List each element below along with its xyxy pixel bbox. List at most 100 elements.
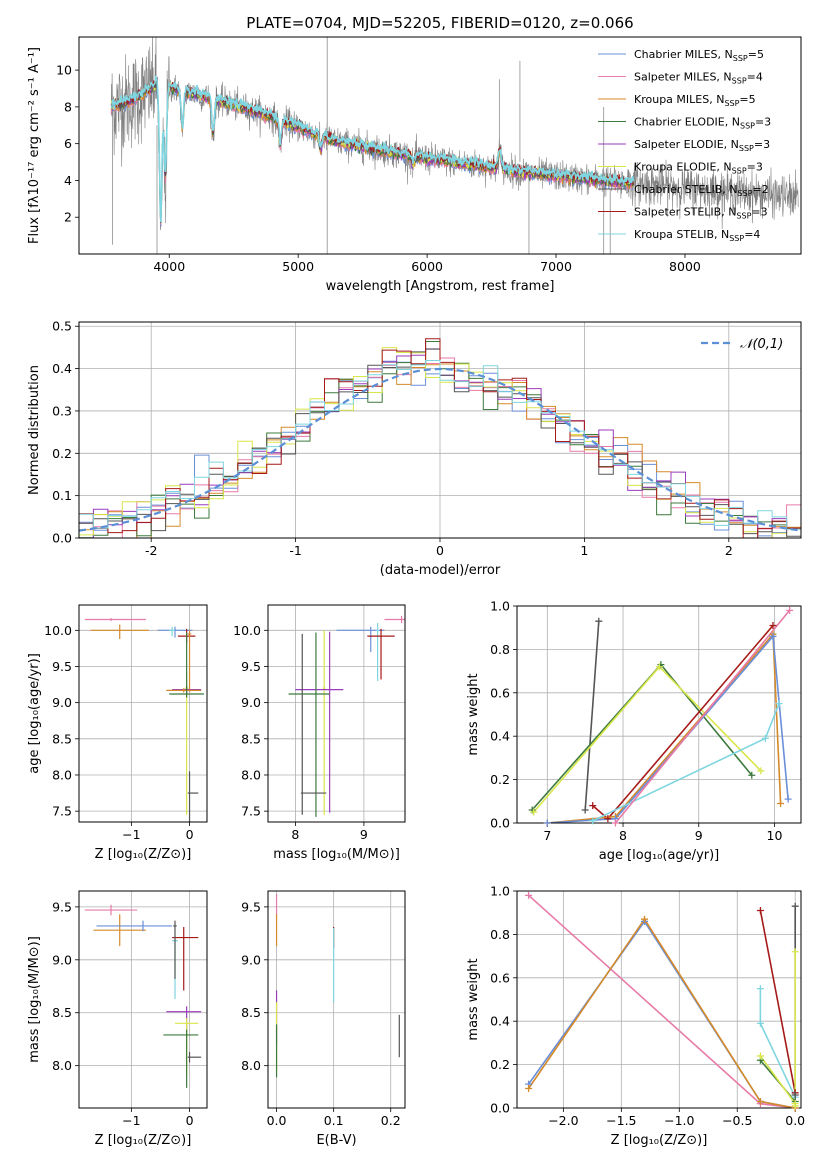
legend-subscript: SSP [732, 77, 747, 86]
legend-text: Chabrier STELIB, N [634, 183, 738, 196]
axes-ebv: 0.0 0.1 0.2 8.0 8.5 9.0 9.5 E(B-V) [241, 890, 406, 1148]
legend-text: Salpeter ELODIE, N [634, 138, 739, 151]
y-tick-label: 0.2 [490, 772, 510, 787]
y-tick-label: 6 [64, 136, 72, 151]
mass-weight-marker [530, 808, 538, 816]
mass-weight-marker [581, 806, 589, 814]
mass-weight-marker [791, 1091, 799, 1099]
x-tick-label: 4000 [153, 259, 185, 274]
y-tick-label: 9.5 [241, 899, 261, 914]
chart-title: PLATE=0704, MJD=52205, FIBERID=0120, z=0… [246, 14, 633, 32]
y-tick-label: 7.5 [241, 804, 261, 819]
mass-weight-marker [791, 1102, 799, 1110]
x-tick-label: -2 [145, 543, 157, 558]
y-tick-label: 2 [64, 210, 72, 225]
legend-text: Salpeter MILES, N [634, 71, 732, 84]
legend-subscript: SSP [740, 122, 755, 131]
y-tick-label: 9.0 [52, 952, 72, 967]
y-axis-label: age [log₁₀(age/yr)] [27, 653, 42, 774]
mass-weight-marker [525, 1084, 533, 1092]
y-tick-label: 8 [64, 99, 72, 114]
legend-subscript: SSP [736, 212, 751, 221]
legend-subscript: SSP [733, 54, 748, 63]
axes-zmass: −1 0 8.0 8.5 9.0 9.5 Z [log₁₀(Z/Z⊙)] mass [log₁… [27, 890, 208, 1148]
y-tick-label: 0.2 [52, 446, 72, 461]
legend-entry: Salpeter ELODIE, NSSP=3 [634, 138, 770, 153]
mass-weight-line [528, 894, 796, 1108]
axes-frame [267, 890, 406, 1109]
mass-weight-marker [786, 606, 794, 614]
mass-weight-marker [525, 891, 533, 899]
legend-value: =5 [739, 93, 755, 106]
legend-value: =4 [744, 228, 760, 241]
axes-mage: 8 9 7.5 8.0 8.5 9.0 9.5 10.0 mass [log₁₀(M/M⊙)] [233, 604, 406, 862]
y-axis-label: Normed distribution [27, 365, 42, 495]
residual-histogram-step [79, 360, 801, 538]
y-tick-label: 8.0 [241, 1058, 261, 1073]
mass-weight-marker [589, 817, 597, 825]
y-tick-label: 10.0 [233, 623, 261, 638]
y-tick-label: 0.4 [490, 729, 510, 744]
legend-value: =3 [751, 206, 767, 219]
legend-entry: Chabrier ELODIE, NSSP=3 [634, 116, 771, 131]
x-tick-label: 10 [767, 828, 783, 843]
y-tick-label: 0.6 [490, 685, 510, 700]
legend-entry: Kroupa ELODIE, NSSP=3 [634, 161, 763, 176]
y-tick-label: 9.5 [241, 659, 261, 674]
mass-weight-marker [756, 1097, 764, 1105]
legend-entry: 𝒩(0,1) [740, 337, 783, 352]
mass-weight-marker [655, 663, 663, 671]
y-tick-label: 9.5 [52, 899, 72, 914]
mass-weight-line [759, 1055, 796, 1105]
mass-weight-marker [761, 734, 769, 742]
plot-area [84, 904, 202, 1088]
legend-entry: Kroupa MILES, NSSP=5 [634, 93, 756, 108]
mass-weight-marker [748, 771, 756, 779]
x-axis-label: Z [log₁₀(Z/Z⊙)] [95, 1133, 192, 1148]
legend-subscript: SSP [738, 189, 753, 198]
mass-weight-marker [769, 632, 777, 640]
plot-area [531, 609, 791, 823]
y-tick-label: 0.4 [52, 361, 72, 376]
x-axis-label: E(B-V) [316, 1133, 356, 1148]
plot-area [527, 894, 797, 1108]
mass-weight-marker [589, 802, 597, 810]
x-tick-label: 0 [186, 827, 194, 842]
y-tick-label: 0.3 [52, 403, 72, 418]
x-tick-label: −1.5 [606, 1113, 636, 1128]
y-axis-label: mass weight [466, 673, 481, 755]
y-axis-label: Flux [fλ10⁻¹⁷ erg cm⁻² s⁻¹ A⁻¹] [27, 47, 42, 244]
legend-entry: Chabrier MILES, NSSP=5 [634, 48, 764, 63]
y-tick-label: 0.2 [490, 1057, 510, 1072]
legend-text: Chabrier MILES, N [634, 48, 733, 61]
plot-area [288, 615, 405, 817]
legend-value: =3 [755, 116, 771, 129]
x-tick-label: 6000 [411, 259, 443, 274]
axes-frame [78, 890, 208, 1109]
mass-weight-marker [756, 1019, 764, 1027]
y-tick-label: 0.0 [490, 1101, 510, 1116]
legend-text: Chabrier ELODIE, N [634, 116, 740, 129]
y-tick-label: 9.0 [241, 952, 261, 967]
x-tick-label: 2 [725, 543, 733, 558]
plot-area [110, 37, 799, 254]
mass-weight-line [584, 621, 600, 811]
x-tick-label: 0.0 [267, 1113, 287, 1128]
model-spectrum-line [111, 75, 635, 223]
x-tick-label: 8 [619, 828, 627, 843]
normal-reference-curve [79, 367, 801, 532]
legend-value: =5 [748, 48, 764, 61]
x-axis-label: wavelength [Angstrom, rest frame] [326, 279, 555, 294]
legend-text: Kroupa ELODIE, N [634, 161, 732, 174]
x-tick-label: 7 [543, 828, 551, 843]
axes-frame [78, 36, 802, 255]
y-tick-label: 10 [56, 63, 72, 78]
y-tick-label: 1.0 [490, 599, 510, 614]
y-axis-label: mass [log₁₀(M/M⊙)] [27, 936, 42, 1063]
plot-area [84, 618, 205, 822]
x-axis-label: Z [log₁₀(Z/Z⊙)] [95, 847, 192, 862]
mass-weight-line [759, 910, 796, 1093]
mass-weight-marker [757, 767, 765, 775]
x-axis-label: mass [log₁₀(M/M⊙)] [273, 847, 400, 862]
